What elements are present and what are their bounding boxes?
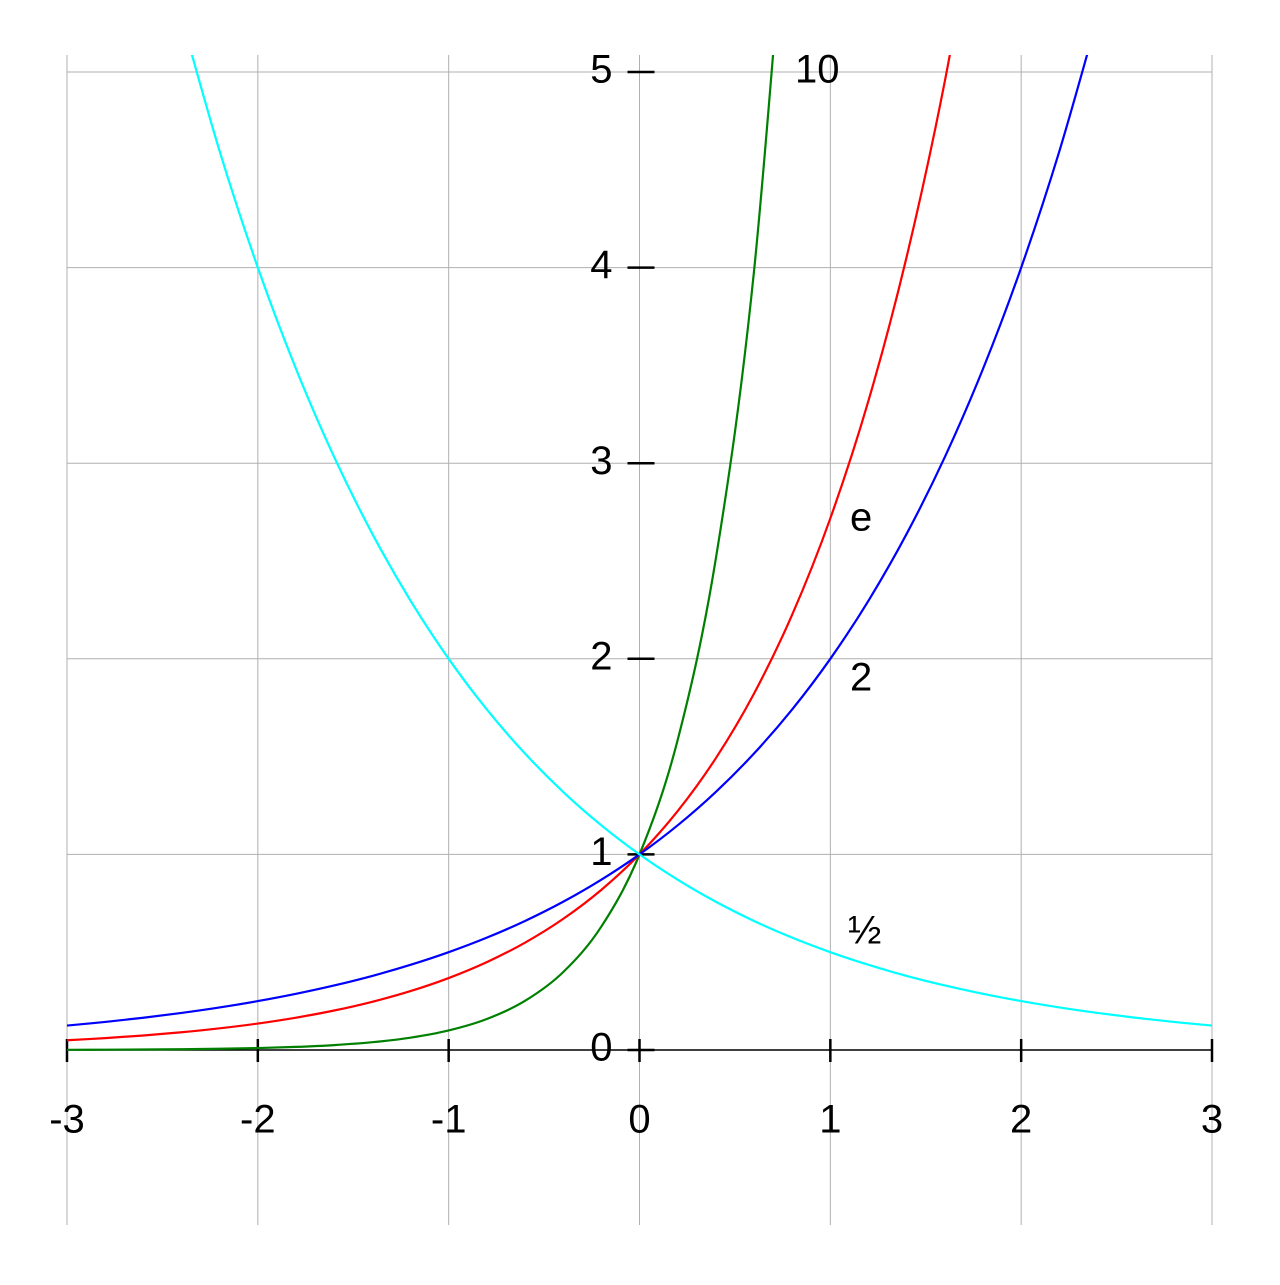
series-label: ½: [848, 909, 881, 953]
line-series: [67, 55, 1089, 1027]
x-tick-label: 1: [819, 1098, 841, 1142]
x-tick-label: -1: [431, 1098, 467, 1142]
y-tick-label: 2: [590, 634, 612, 678]
x-tick-label: 3: [1201, 1098, 1223, 1142]
series-label: 10: [795, 48, 840, 92]
series-label: 2: [850, 656, 872, 700]
y-tick-label: 5: [590, 48, 612, 92]
line-series: [190, 55, 1212, 1027]
y-tick-label: 4: [590, 243, 612, 287]
x-tick-label: 2: [1010, 1098, 1032, 1142]
y-tick-label: 0: [590, 1026, 612, 1070]
x-tick-label: -3: [49, 1098, 85, 1142]
y-tick-label: 3: [590, 439, 612, 483]
x-tick-label: -2: [240, 1098, 276, 1142]
plot-area: [67, 55, 1212, 1051]
y-tick-label: 1: [590, 830, 612, 874]
x-tick-label: 0: [628, 1098, 650, 1142]
series-label: e: [850, 496, 872, 540]
line-series: [67, 55, 775, 1051]
line-series: [67, 55, 951, 1042]
